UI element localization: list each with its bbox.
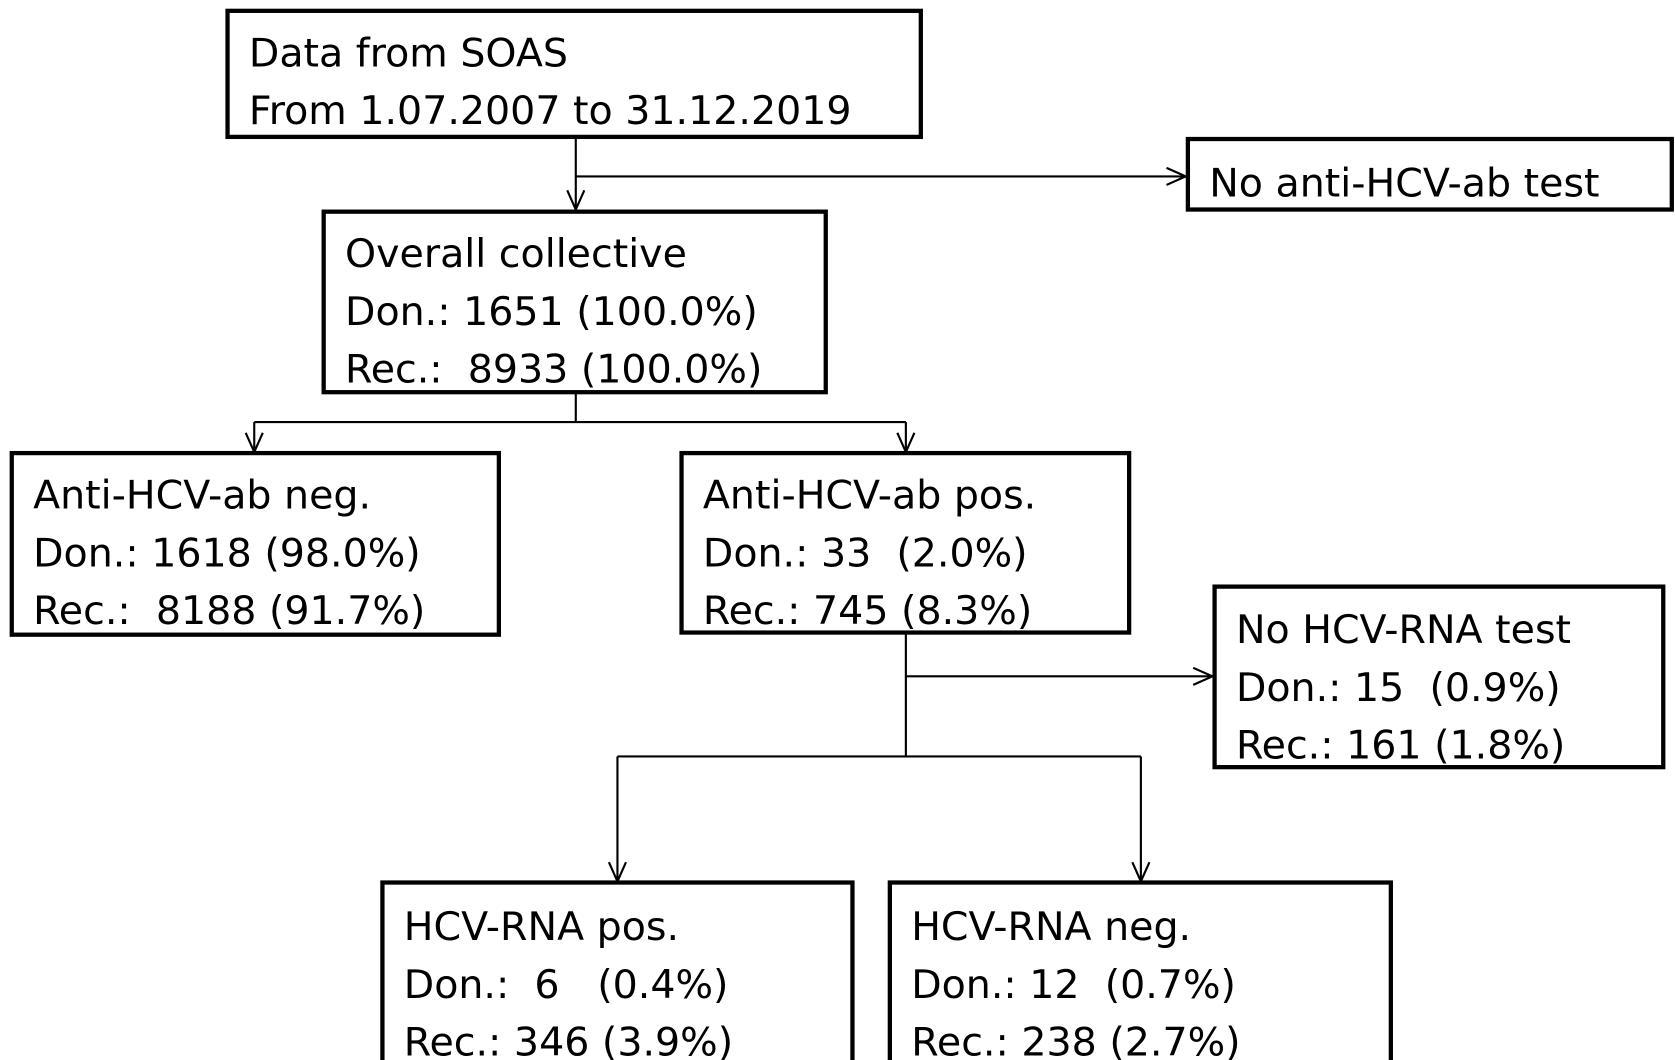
- node: No anti-HCV-ab test: [1185, 136, 1674, 212]
- node: Anti-HCV-ab pos. Don.: 33 (2.0%) Rec.: 745…: [679, 450, 1132, 635]
- node-box: [9, 450, 502, 637]
- node-text: Rec.: 238 (2.7%): [911, 1020, 1240, 1060]
- node-box: [1185, 136, 1674, 212]
- node-text: Don.: 33 (2.0%): [703, 530, 1028, 576]
- node: No HCV-RNA test Don.: 15 (0.9%) Rec.: 161 …: [1212, 584, 1666, 770]
- node-box: [225, 8, 923, 140]
- node-text: Rec.: 346 (3.9%): [404, 1020, 733, 1060]
- node-box: [380, 880, 855, 1060]
- node-box: [887, 880, 1393, 1060]
- node-text: Rec.: 161 (1.8%): [1236, 723, 1565, 769]
- node-text: Overall collective: [345, 231, 687, 277]
- connectors: [254, 136, 1212, 882]
- node-text: No HCV-RNA test: [1236, 607, 1571, 653]
- node: Anti-HCV-ab neg. Don.: 1618 (98.0%) Rec.: …: [9, 450, 502, 637]
- node-text: Anti-HCV-ab neg.: [33, 473, 371, 519]
- node: Data from SOAS From 1.07.2007 to 31.12.20…: [225, 8, 923, 140]
- node-box: [679, 450, 1132, 635]
- node-text: Don.: 6 (0.4%): [404, 962, 729, 1008]
- node-text: Data from SOAS: [249, 30, 568, 76]
- node-text: HCV-RNA neg.: [911, 904, 1191, 950]
- node: HCV-RNA neg. Don.: 12 (0.7%) Rec.: 238 (2.…: [887, 880, 1393, 1060]
- node-text: Rec.: 8188 (91.7%): [33, 588, 425, 634]
- node-text: Rec.: 8933 (100.0%): [345, 347, 762, 393]
- node-text: Anti-HCV-ab pos.: [703, 473, 1036, 519]
- node-box: [1212, 584, 1666, 770]
- node: HCV-RNA pos. Don.: 6 (0.4%) Rec.: 346 (3.9…: [380, 880, 855, 1060]
- node-text: Don.: 15 (0.9%): [1236, 665, 1561, 711]
- node-text: From 1.07.2007 to 31.12.2019: [249, 88, 852, 134]
- node-text: Rec.: 745 (8.3%): [703, 588, 1032, 634]
- node-text: Don.: 12 (0.7%): [911, 962, 1236, 1008]
- node-text: Don.: 1618 (98.0%): [33, 530, 421, 576]
- node-text: Don.: 1651 (100.0%): [345, 289, 758, 335]
- node-text: HCV-RNA pos.: [404, 904, 679, 950]
- node: Overall collective Don.: 1651 (100.0%) Rec…: [321, 209, 828, 395]
- node-text: No anti-HCV-ab test: [1209, 161, 1599, 207]
- node-box: [321, 209, 828, 395]
